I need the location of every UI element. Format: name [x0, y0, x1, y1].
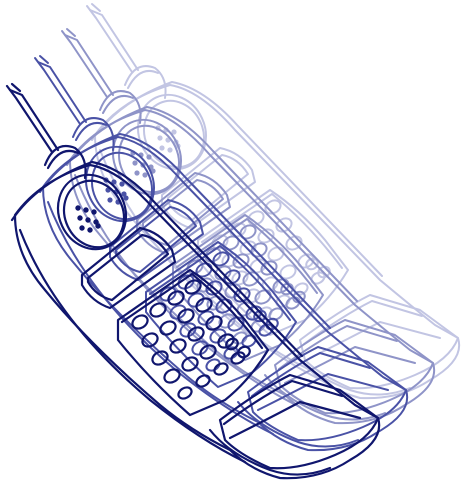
ghost-phone-2 [61, 28, 436, 425]
